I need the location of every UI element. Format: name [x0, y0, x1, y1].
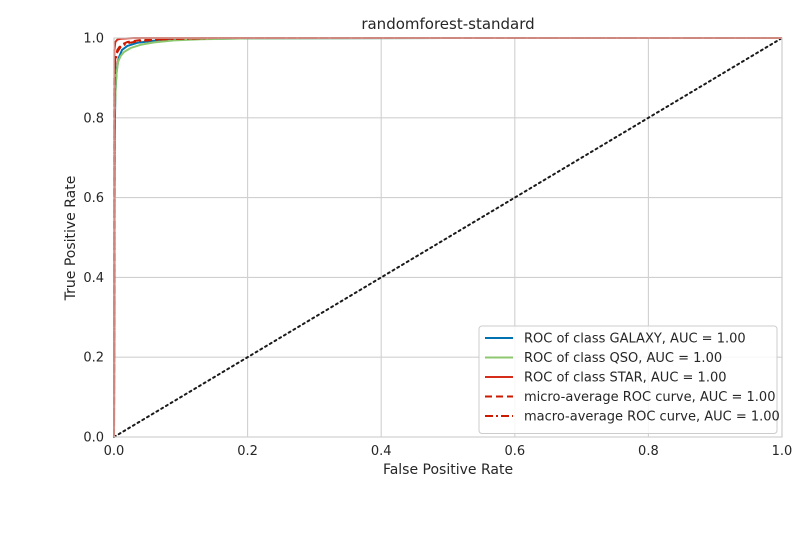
y-tick-label: 0.2 — [83, 351, 104, 366]
y-tick-label: 0.8 — [83, 111, 104, 126]
legend-entry: ROC of class QSO, AUC = 1.00 — [524, 351, 722, 366]
chart-title: randomforest-standard — [361, 15, 534, 33]
x-axis-label: False Positive Rate — [383, 462, 513, 478]
legend: ROC of class GALAXY, AUC = 1.00 ROC of cl… — [478, 325, 780, 434]
legend-entry: ROC of class GALAXY, AUC = 1.00 — [524, 332, 746, 347]
y-tick-label: 0.6 — [83, 191, 104, 206]
legend-entry: ROC of class STAR, AUC = 1.00 — [524, 371, 727, 386]
legend-box — [478, 325, 778, 434]
legend-entry: macro-average ROC curve, AUC = 1.00 — [524, 410, 780, 425]
plot-frame — [113, 37, 783, 438]
x-tick-label: 0.4 — [371, 444, 392, 459]
x-tick-label: 0.2 — [237, 444, 258, 459]
y-tick-label: 0.0 — [83, 431, 104, 446]
axes — [113, 37, 783, 438]
x-tick-label: 0.6 — [504, 444, 525, 459]
legend-entry: micro-average ROC curve, AUC = 1.00 — [524, 390, 775, 405]
x-tick-label: 1.0 — [772, 444, 793, 459]
y-axis-label: True Positive Rate — [63, 176, 79, 302]
x-tick-label: 0.0 — [104, 444, 125, 459]
y-tick-label: 1.0 — [83, 32, 104, 47]
x-tick-label: 0.8 — [638, 444, 659, 459]
reference-diagonal-line — [113, 37, 783, 438]
y-tick-label: 0.4 — [83, 271, 104, 286]
series-line-5 — [113, 37, 782, 438]
tick-labels: 0.0 0.2 0.4 0.6 0.8 1.0 0.0 0.2 0.4 0.6 0.8 1.0 — [83, 32, 792, 460]
